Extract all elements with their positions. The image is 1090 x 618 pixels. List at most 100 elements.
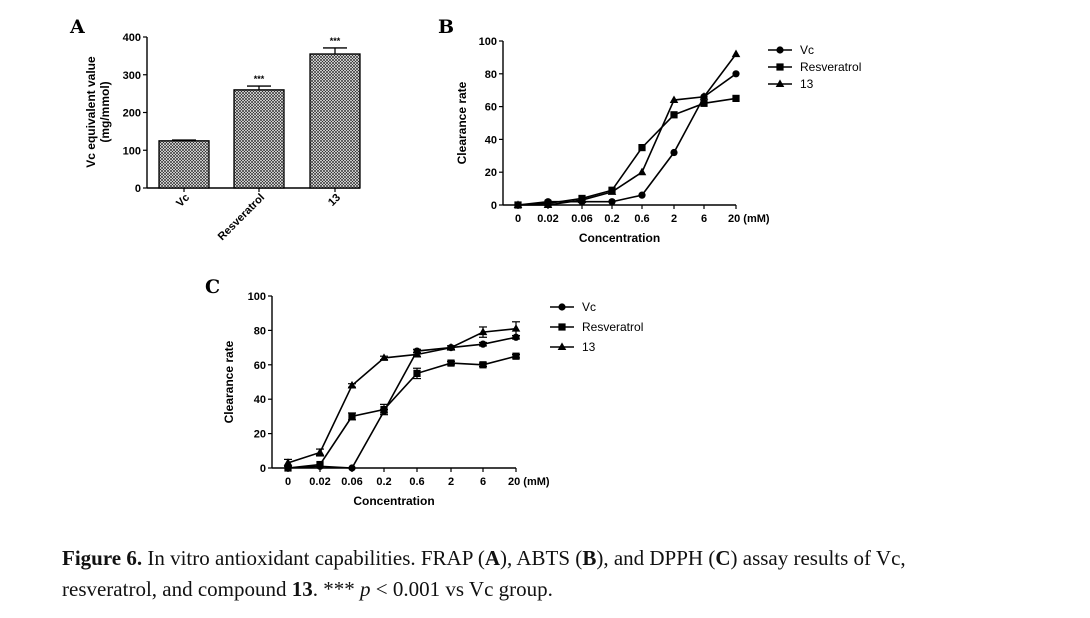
- x-tick-label: 0.2: [604, 213, 619, 225]
- x-tick-label: 6: [480, 476, 486, 488]
- data-point: [607, 187, 617, 195]
- caption-compound: 13: [291, 577, 313, 601]
- data-point: [283, 458, 293, 466]
- x-tick-label: 0.6: [634, 213, 649, 225]
- panel-letter-b: B: [438, 16, 454, 38]
- data-point: [732, 94, 740, 102]
- data-point: [511, 324, 521, 332]
- legend-label: 13: [800, 77, 814, 91]
- data-point: [348, 412, 356, 420]
- legend-label: Vc: [800, 43, 814, 57]
- series-line-vc: [287, 336, 517, 469]
- data-point: [316, 460, 324, 469]
- x-tick-label: 0: [515, 213, 521, 225]
- data-point: [348, 464, 356, 472]
- x-axis-title: Concentration: [353, 494, 434, 508]
- legend-marker: [558, 303, 566, 311]
- legend-label: Resveratrol: [582, 320, 643, 334]
- x-tick-label: 20 (mM): [728, 213, 770, 225]
- data-point: [638, 144, 646, 152]
- y-tick-label: 40: [485, 134, 497, 146]
- data-point: [379, 353, 389, 361]
- significance-label: ***: [330, 36, 341, 46]
- y-axis-title-line: (mg/mmol): [98, 81, 112, 142]
- y-tick-label: 80: [485, 69, 497, 81]
- caption-line-1: Figure 6. In vitro antioxidant capabilit…: [62, 546, 906, 570]
- y-axis-title-line: Vc equivalent value: [84, 56, 98, 168]
- x-axis-title: Concentration: [579, 231, 660, 245]
- y-axis-title: Clearance rate: [455, 81, 469, 164]
- legend-label: Resveratrol: [800, 60, 861, 74]
- data-point: [447, 359, 455, 367]
- y-axis-title: Clearance rate: [222, 340, 236, 423]
- data-point: [638, 191, 646, 199]
- legend-marker: [775, 79, 785, 87]
- significance-label: ***: [254, 74, 265, 84]
- y-tick-label: 0: [135, 183, 141, 195]
- panel-letter-c: C: [205, 276, 220, 298]
- y-tick-label: 100: [248, 291, 266, 303]
- x-tick-label: 2: [448, 476, 454, 488]
- y-tick-label: 40: [254, 394, 266, 406]
- x-tick-label: 0.02: [537, 213, 558, 225]
- data-point: [669, 95, 679, 104]
- y-tick-label: 80: [254, 325, 266, 337]
- data-point: [670, 148, 678, 157]
- data-point: [513, 200, 523, 208]
- data-point: [731, 49, 741, 58]
- y-axis-title: Vc equivalent value(mg/mmol): [84, 56, 112, 168]
- y-axis-title-line: Clearance rate: [455, 81, 469, 164]
- series-line-13: [287, 327, 517, 464]
- x-tick-label: 6: [701, 213, 707, 225]
- data-point: [380, 405, 388, 414]
- series-line-resveratrol: [517, 97, 737, 206]
- data-point: [732, 70, 740, 78]
- data-point: [479, 361, 487, 369]
- x-tick-label: 13: [326, 192, 343, 209]
- y-tick-label: 100: [123, 145, 141, 157]
- legend-marker: [558, 323, 566, 331]
- legend-label: Vc: [582, 300, 596, 314]
- panel-letter-a: A: [69, 16, 85, 38]
- x-tick-label: 0.2: [376, 476, 391, 488]
- data-point: [543, 200, 553, 208]
- data-point: [577, 195, 587, 204]
- caption-line-2: resveratrol, and compound 13. *** p < 0.…: [62, 577, 553, 601]
- x-tick-label: 0.02: [309, 476, 330, 488]
- x-tick-label: 0: [285, 476, 291, 488]
- legend-label: 13: [582, 340, 596, 354]
- data-point: [315, 447, 325, 456]
- data-point: [347, 380, 357, 389]
- legend-marker: [776, 46, 784, 54]
- bar: [233, 89, 285, 189]
- y-tick-label: 60: [485, 102, 497, 114]
- y-tick-label: 20: [485, 167, 497, 179]
- y-tick-label: 0: [260, 463, 266, 475]
- x-tick-label: 0.6: [409, 476, 424, 488]
- data-point: [413, 369, 421, 377]
- data-point: [608, 198, 616, 206]
- data-point: [637, 167, 647, 176]
- x-tick-label: Vc: [174, 192, 192, 210]
- panel-a-bar-chart: A 0 100 200 300 400 Vc equivalent value(mg/mmo…: [69, 16, 361, 243]
- y-axis-title-line: Clearance rate: [222, 340, 236, 423]
- caption-p-symbol: p: [360, 577, 371, 601]
- data-point: [412, 349, 422, 358]
- data-point: [446, 343, 456, 351]
- series-line-resveratrol: [287, 355, 517, 469]
- legend-marker: [776, 63, 784, 71]
- data-point: [512, 352, 520, 360]
- bar: [309, 53, 361, 189]
- data-point: [699, 92, 709, 100]
- legend-marker: [557, 342, 567, 350]
- y-tick-label: 0: [491, 200, 497, 212]
- caption-label: Figure 6.: [62, 546, 143, 570]
- panel-b-line-chart: B 0 20 40 60 80 100 0 0.02 0.06 0.2 0.6 2 6 20 (mM) Con…: [438, 16, 861, 245]
- y-tick-label: 100: [479, 36, 497, 48]
- y-tick-label: 400: [123, 32, 141, 44]
- x-tick-label: 0.06: [341, 476, 362, 488]
- y-tick-label: 200: [123, 108, 141, 120]
- data-point: [478, 327, 488, 336]
- data-point: [479, 340, 487, 348]
